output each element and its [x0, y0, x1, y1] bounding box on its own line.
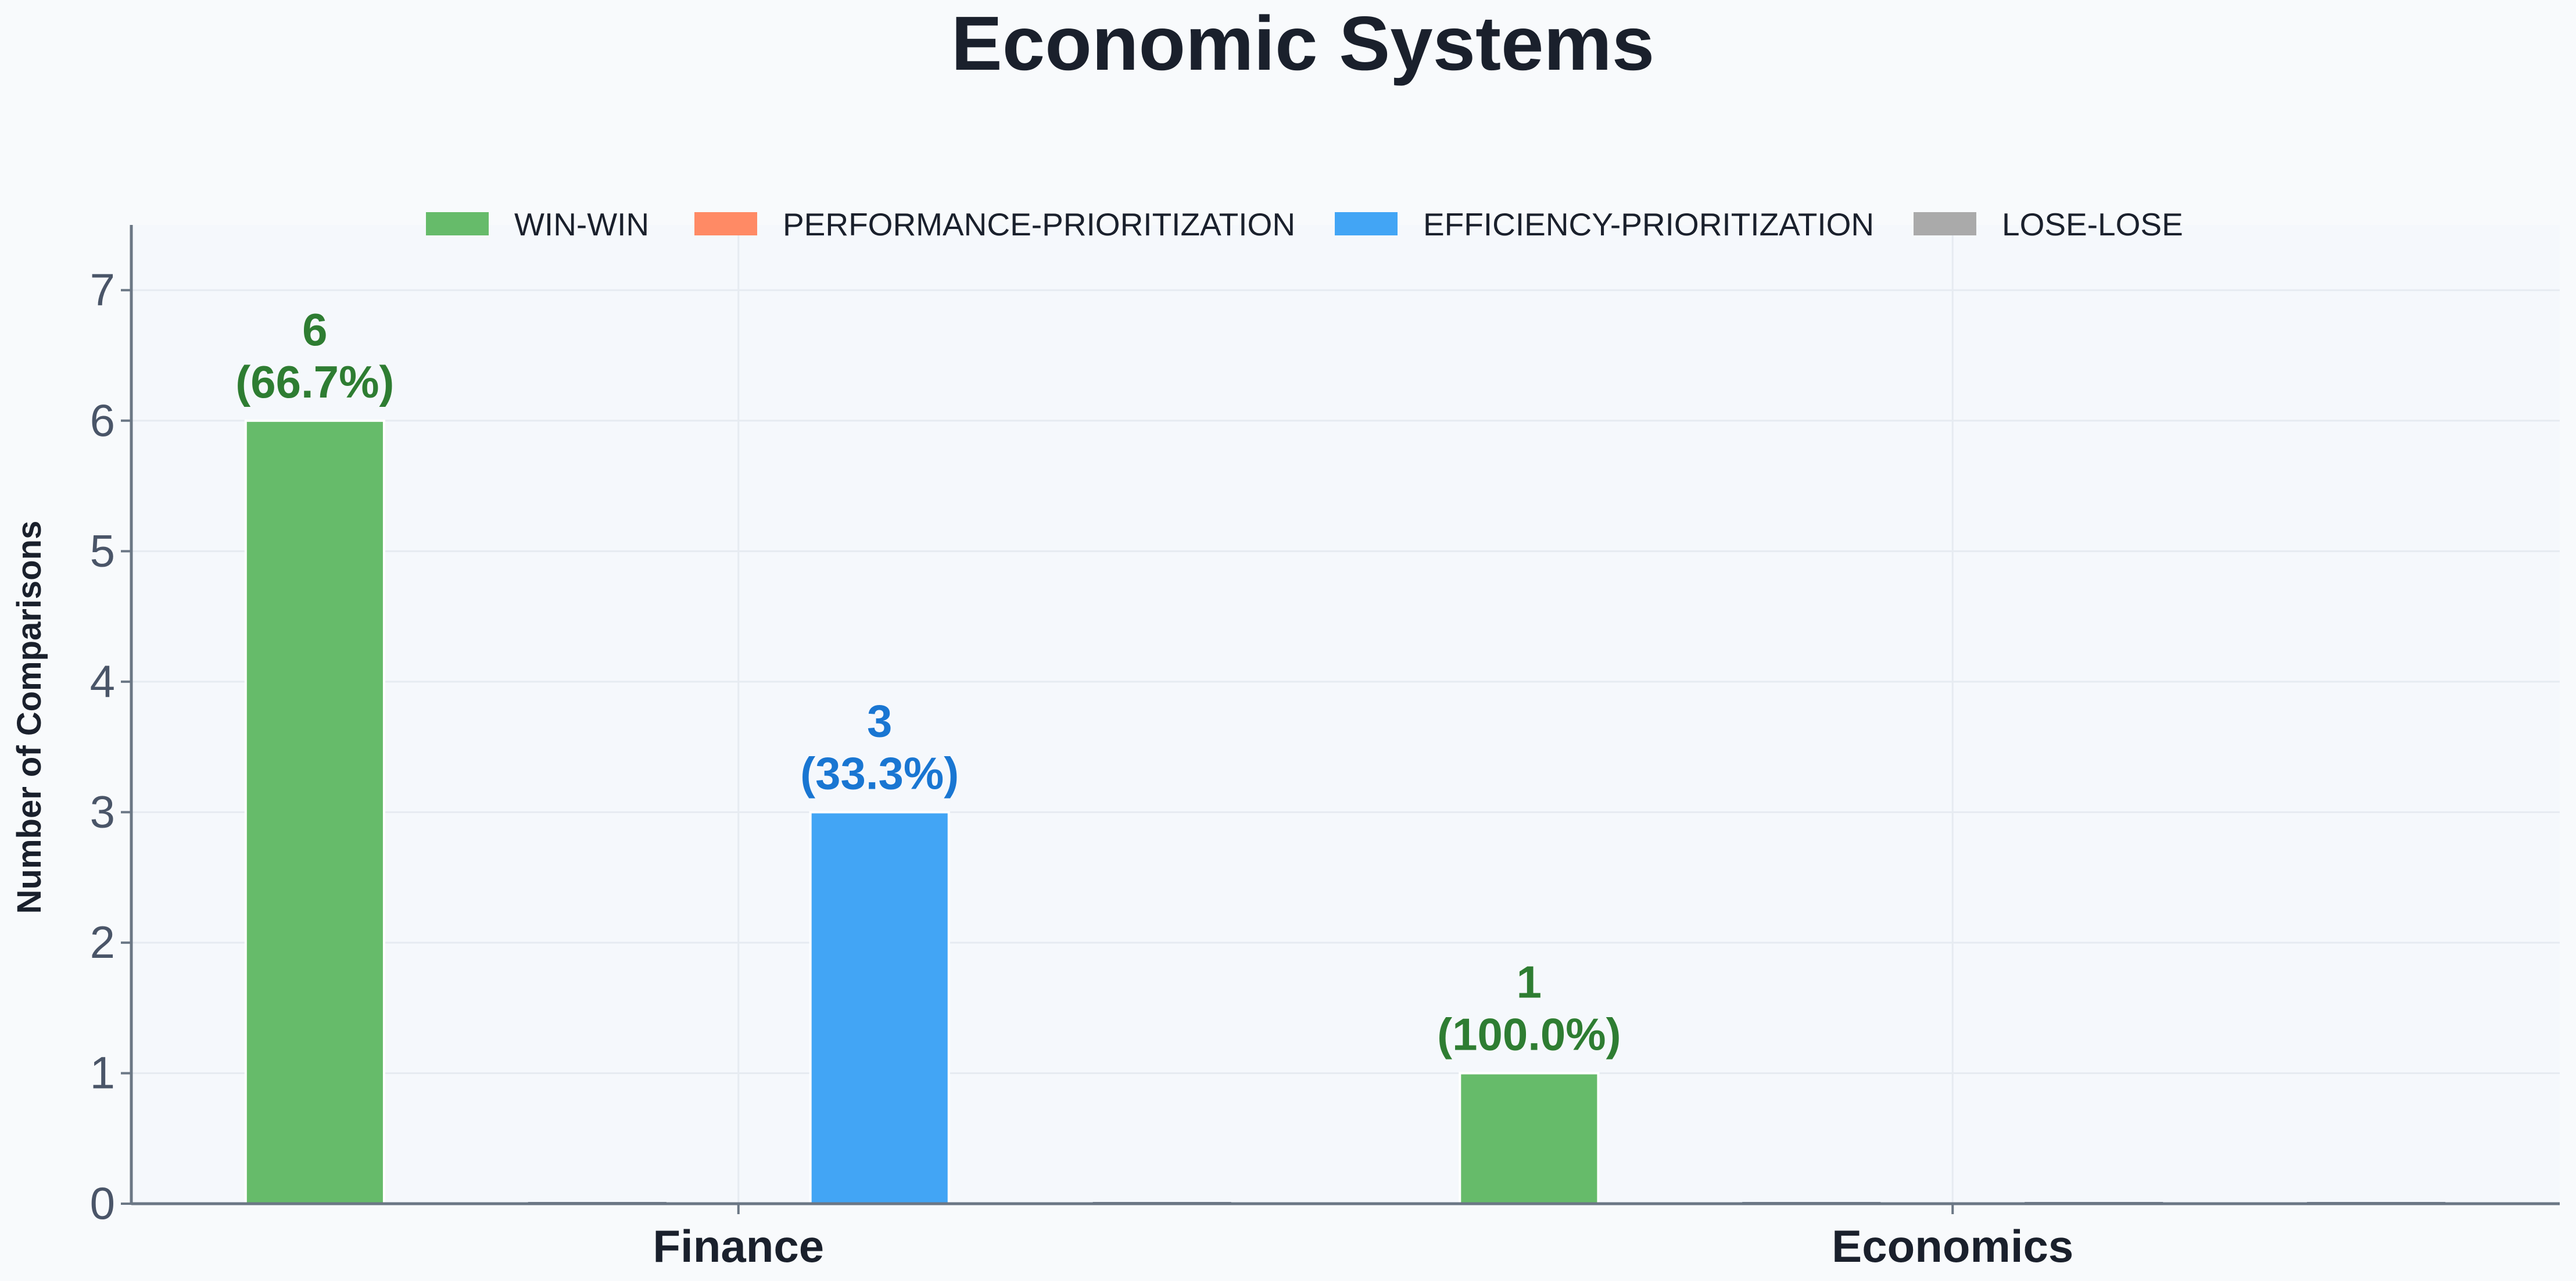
- bar: [244, 419, 385, 1205]
- legend-swatch: [694, 212, 757, 235]
- data-label: 1 (100.0%): [1437, 956, 1621, 1060]
- bar: [809, 811, 950, 1205]
- legend-label: LOSE-LOSE: [2002, 206, 2183, 242]
- bar: [1459, 1072, 1600, 1205]
- y-tick-label: 7: [90, 264, 115, 315]
- legend-label: EFFICIENCY-PRIORITIZATION: [1423, 206, 1874, 242]
- x-tick-label: Finance: [653, 1221, 824, 1272]
- chart-title: Economic Systems: [951, 1, 1655, 86]
- legend-label: PERFORMANCE-PRIORITIZATION: [783, 206, 1295, 242]
- legend-swatch: [1914, 212, 1976, 235]
- y-tick-label: 6: [90, 395, 115, 446]
- data-label: 6 (66.7%): [235, 304, 394, 407]
- legend-swatch: [426, 212, 489, 235]
- y-tick-label: 4: [90, 656, 115, 707]
- y-tick-label: 3: [90, 786, 115, 837]
- plot-background: [131, 225, 2560, 1204]
- data-label: 3 (33.3%): [800, 695, 959, 799]
- y-axis-label: Number of Comparisons: [10, 521, 48, 914]
- y-tick-label: 1: [90, 1047, 115, 1098]
- x-tick-label: Economics: [1832, 1221, 2073, 1272]
- y-tick-label: 5: [90, 525, 115, 576]
- legend-label: WIN-WIN: [514, 206, 649, 242]
- y-tick-label: 0: [90, 1178, 115, 1229]
- legend-swatch: [1335, 212, 1398, 235]
- legend: WIN-WIN PERFORMANCE-PRIORITIZATION EFFICIE…: [426, 206, 2183, 242]
- plot-area: 6 (66.7%) 3 (33.3%) 1 (100.0%) 0 1 2 3 4 5 6 7 Finance…: [90, 225, 2560, 1272]
- y-tick-label: 2: [90, 917, 115, 968]
